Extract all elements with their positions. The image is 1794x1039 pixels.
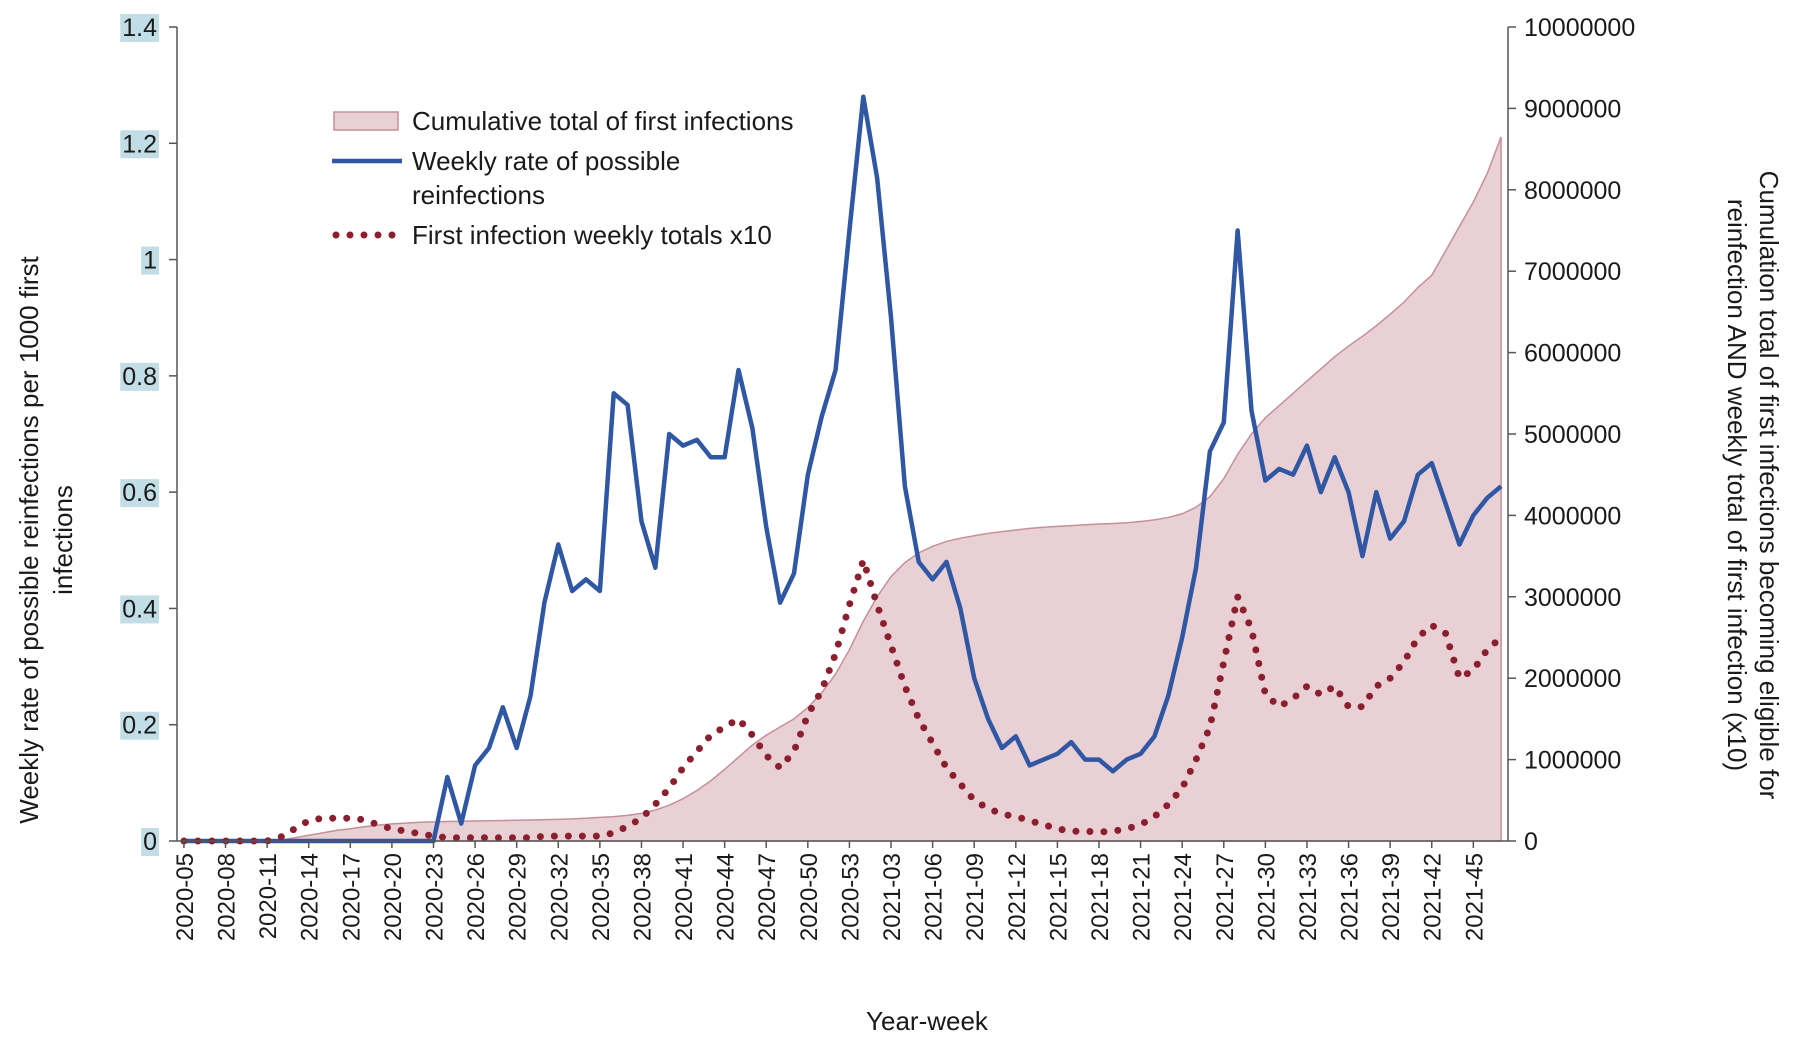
x-tick-label: 2020-44: [713, 853, 740, 941]
x-tick-label: 2020-38: [629, 853, 656, 941]
legend-label: First infection weekly totals x10: [412, 220, 772, 250]
y-tick-group: 0.4: [120, 595, 160, 624]
y2-tick-label: 10000000: [1524, 14, 1635, 42]
y2-axis-title: reinfection AND weekly total of first in…: [1722, 199, 1752, 771]
tick-highlight: [120, 595, 160, 624]
legend-swatch: [333, 111, 399, 131]
x-tick-label: 2020-53: [837, 853, 864, 941]
x-tick-label: 2021-39: [1378, 853, 1405, 941]
y2-tick-label: 6000000: [1524, 340, 1621, 368]
y-tick-group: 0.2: [120, 711, 159, 740]
x-tick-label: 2020-26: [463, 853, 490, 941]
tick-highlight: [120, 130, 159, 159]
x-tick-label: 2021-18: [1087, 853, 1114, 941]
y-tick-label: 0.6: [122, 479, 157, 507]
area: [183, 136, 1502, 842]
x-tick-label: 2020-08: [214, 853, 241, 941]
x-tick-label: 2020-17: [338, 853, 365, 941]
tick-highlight: [141, 246, 159, 275]
tick-highlight: [120, 479, 159, 508]
legend-item: Weekly rate of possible reinfections: [330, 144, 802, 212]
x-tick-label: 2021-36: [1337, 853, 1364, 941]
tick-highlight: [120, 711, 159, 740]
y2-tick-label: 0: [1524, 828, 1538, 856]
legend-label: Weekly rate of possible reinfections: [412, 146, 681, 210]
x-tick-label: 2020-29: [505, 853, 532, 941]
x-tick-label: 2021-42: [1420, 853, 1447, 941]
legend-label: Cumulative total of first infections: [412, 106, 794, 136]
x-tick-label: 2021-24: [1170, 853, 1197, 941]
x-tick-label: 2021-45: [1461, 853, 1488, 941]
legend-swatch: [332, 231, 404, 239]
y2-tick-label: 3000000: [1524, 584, 1621, 612]
x-tick-label: 2020-23: [421, 853, 448, 941]
x-tick-label: 2021-06: [921, 853, 948, 941]
y2-tick-label: 9000000: [1524, 95, 1621, 123]
legend-item: First infection weekly totals x10: [330, 218, 802, 252]
y-tick-label: 0.4: [122, 595, 157, 623]
x-tick-label: 2021-15: [1045, 853, 1072, 941]
x-tick-label: 2021-09: [962, 853, 989, 941]
x-axis-title: Year-week: [866, 1006, 989, 1036]
tick-highlight: [120, 362, 159, 391]
y-tick-group: 1: [141, 246, 159, 275]
dotted-line: [180, 548, 1505, 845]
x-tick-label: 2020-20: [380, 853, 407, 941]
x-tick-label: 2021-12: [1004, 853, 1031, 941]
x-tick-label: 2021-30: [1253, 853, 1280, 941]
legend-mark: [333, 111, 399, 131]
y-axis-title: infections: [48, 485, 78, 595]
y2-tick-label: 4000000: [1524, 502, 1621, 530]
y-tick-label: 1.4: [122, 14, 157, 42]
y-tick-label: 0: [143, 828, 157, 856]
y2-tick-label: 1000000: [1524, 747, 1621, 775]
y-tick-group: 0.6: [120, 479, 159, 508]
y2-tick-label: 5000000: [1524, 421, 1621, 449]
x-tick-label: 2020-32: [546, 853, 573, 941]
y2-tick-label: 7000000: [1524, 258, 1621, 286]
x-tick-label: 2021-21: [1129, 853, 1156, 941]
x-tick-label: 2020-50: [796, 853, 823, 941]
legend: Cumulative total of first infections Week…: [330, 104, 802, 258]
y-tick-label: 1.2: [122, 130, 157, 158]
x-tick-label: 2020-41: [671, 853, 698, 941]
x-tick-label: 2020-11: [255, 853, 282, 939]
y2-tick-label: 8000000: [1524, 177, 1621, 205]
legend-item: Cumulative total of first infections: [330, 104, 802, 138]
x-tick-label: 2021-27: [1212, 853, 1239, 941]
y-tick-group: 1.4: [120, 14, 160, 42]
tick-highlight: [120, 14, 160, 42]
tick-highlight: [141, 828, 159, 856]
y-tick-label: 0.2: [122, 712, 157, 740]
y-tick-group: 1.2: [120, 130, 159, 159]
legend-swatch: [332, 158, 402, 164]
y-tick-label: 1: [143, 247, 157, 275]
y-tick-group: 0: [141, 828, 159, 856]
y-axis-title: Weekly rate of possible reinfections per…: [14, 255, 44, 823]
y-tick-group: 0.8: [120, 362, 159, 391]
x-tick-label: 2020-47: [754, 853, 781, 941]
y2-axis-title: Cumulation total of first infections bec…: [1754, 171, 1784, 800]
x-tick-label: 2020-35: [588, 853, 615, 941]
y-tick-label: 0.8: [122, 363, 157, 391]
x-tick-label: 2021-03: [879, 853, 906, 941]
x-tick-label: 2021-33: [1295, 853, 1322, 941]
x-tick-label: 2020-05: [172, 853, 199, 941]
y2-tick-label: 2000000: [1524, 665, 1621, 693]
x-tick-label: 2020-14: [297, 853, 324, 941]
